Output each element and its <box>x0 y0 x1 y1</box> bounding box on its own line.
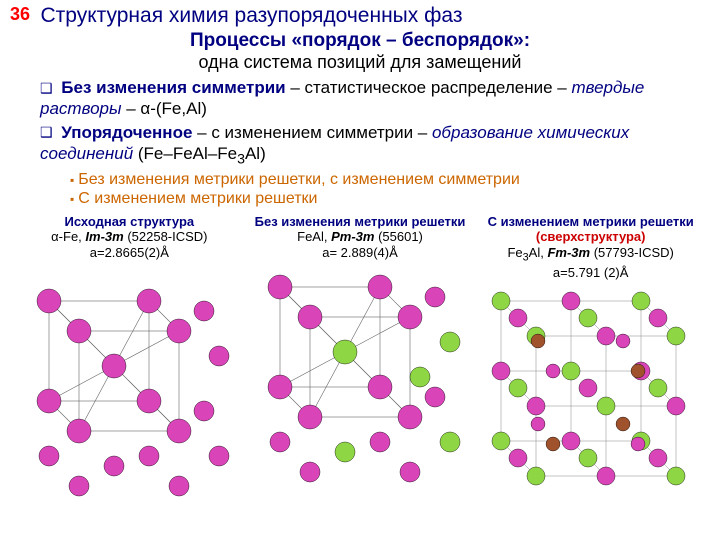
structures-row: Исходная структура α-Fe, Im-3m (52258-IC… <box>10 214 710 516</box>
struct-2-title: Без изменения метрики решетки <box>245 214 476 230</box>
struct-1: Исходная структура α-Fe, Im-3m (52258-IC… <box>14 214 245 516</box>
struct-3-a: a=5.791 (2)Å <box>475 265 706 281</box>
bullet-1-p1: Без изменения симметрии <box>61 78 285 97</box>
slide-title: Структурная химия разупорядоченных фаз <box>40 4 462 28</box>
bullet-2-p2: – c изменением симметрии – <box>192 123 432 142</box>
subtitle: Процессы «порядок – беспорядок»: <box>10 30 710 52</box>
struct-2-line1: FeAl, Pm-3m (55601) <box>245 229 476 245</box>
bullet-1: ❑ Без изменения симметрии – статистическ… <box>40 77 710 120</box>
struct-2: Без изменения метрики решетки FeAl, Pm-3… <box>245 214 476 516</box>
struct-2-a: a= 2.889(4)Å <box>245 245 476 261</box>
sub-bullet-2: ▪С изменением метрики решетки <box>70 190 710 208</box>
sub-bullet-1: ▪Без изменения метрики решетки, с измене… <box>70 171 710 189</box>
lattice-3 <box>481 286 701 516</box>
lattice-2 <box>250 267 470 497</box>
bullet-2-p1: Упорядоченное <box>61 123 192 142</box>
bullet-1-p4: – α-(Fe,Al) <box>122 99 207 118</box>
bullet-2-p4a: (Fe–FeAl–Fe <box>133 144 237 163</box>
lattice-1 <box>19 281 239 511</box>
bullet-2-sub: 3 <box>237 151 245 167</box>
sub-bullets: ▪Без изменения метрики решетки, с измене… <box>70 171 710 208</box>
bullet-marker: ❑ <box>40 80 53 98</box>
struct-1-line1: α-Fe, Im-3m (52258-ICSD) <box>14 229 245 245</box>
bullet-2: ❑ Упорядоченное – c изменением симметрии… <box>40 122 710 169</box>
struct-1-a: a=2.8665(2)Å <box>14 245 245 261</box>
struct-3: С изменением метрики решетки (сверхструк… <box>475 214 706 516</box>
subtitle2: одна система позиций для замещений <box>10 52 710 73</box>
struct-1-title: Исходная структура <box>14 214 245 230</box>
struct-3-title: С изменением метрики решетки (сверхструк… <box>475 214 706 245</box>
bullet-list: ❑ Без изменения симметрии – статистическ… <box>40 77 710 169</box>
slide-number: 36 <box>10 4 30 25</box>
bullet-2-p4b: Al) <box>245 144 266 163</box>
struct-3-line1: Fe3Al, Fm-3m (57793-ICSD) <box>475 245 706 265</box>
bullet-marker: ❑ <box>40 124 53 142</box>
bullet-1-p2: – статистическое распределение – <box>286 78 572 97</box>
